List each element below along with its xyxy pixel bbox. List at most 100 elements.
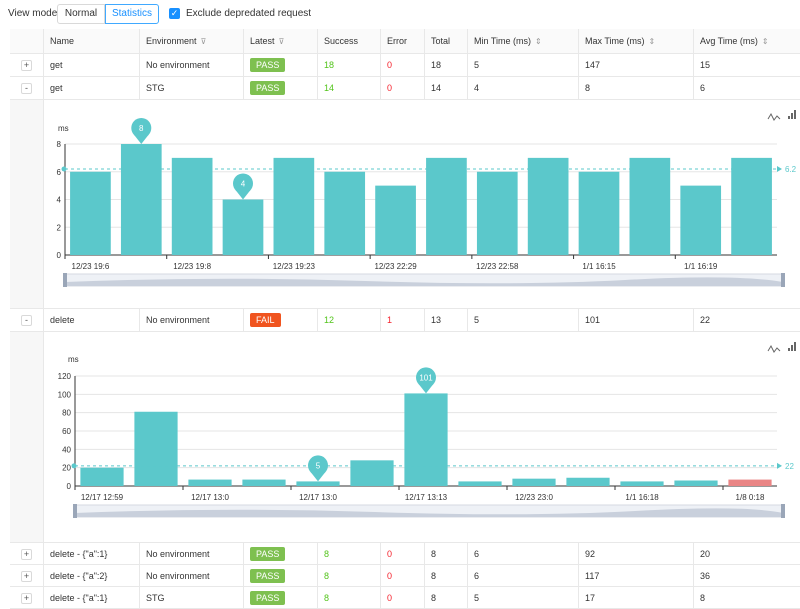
chart-bar[interactable] — [120, 144, 162, 255]
filter-icon[interactable]: ⊽ — [200, 36, 207, 46]
column-header-avg[interactable]: Avg Time (ms) ⇕ — [700, 29, 769, 53]
statistics-mode-button[interactable]: Statistics — [105, 4, 159, 24]
cell-env: No environment — [146, 54, 210, 76]
cell-env: No environment — [146, 565, 210, 586]
column-header-error: Error — [387, 29, 407, 53]
cell-avg: 8 — [700, 587, 705, 608]
chart-bar[interactable] — [566, 477, 610, 486]
cell-value: 8 — [700, 592, 706, 603]
y-tick-label: 0 — [67, 482, 72, 491]
zoom-handle-right[interactable] — [781, 273, 785, 287]
expand-row-button[interactable]: + — [21, 570, 32, 582]
chart-bar[interactable] — [188, 479, 232, 486]
column-divider — [578, 77, 579, 99]
chart-bar[interactable] — [629, 157, 671, 255]
cell-value: No environment — [146, 548, 210, 559]
chart-bar[interactable] — [70, 171, 111, 255]
chart-bar[interactable] — [324, 171, 366, 255]
expand-row-button[interactable]: + — [21, 592, 32, 604]
chart-bar[interactable] — [350, 460, 394, 486]
zoom-slider[interactable] — [64, 273, 784, 287]
exclude-deprecated-checkbox[interactable]: ✓ — [169, 8, 180, 19]
zoom-slider[interactable] — [74, 504, 784, 518]
toolbar: View mode: Normal Statistics ✓ Exclude d… — [0, 0, 800, 28]
table-row: - get STG PASS 14 0 14 4 8 6 — [10, 77, 800, 100]
y-tick-label: 40 — [62, 445, 71, 454]
status-badge: PASS — [250, 81, 286, 95]
x-tick-label: 1/1 16:15 — [582, 262, 616, 271]
column-divider — [139, 543, 140, 564]
chart-bar[interactable] — [296, 481, 340, 486]
cell-avg: 20 — [700, 543, 710, 564]
column-header-env[interactable]: Environment ⊽ — [146, 29, 206, 53]
cell-value: 5 — [474, 315, 480, 325]
cell-value: 8 — [324, 592, 330, 603]
column-header-min[interactable]: Min Time (ms) ⇕ — [474, 29, 542, 53]
sort-icon[interactable]: ⇕ — [761, 36, 769, 46]
cell-value: 0 — [387, 83, 393, 93]
sort-icon[interactable]: ⇕ — [535, 36, 542, 46]
chart-bar[interactable] — [728, 479, 772, 486]
chart-bar[interactable] — [375, 185, 416, 255]
x-tick-label: 12/23 19:23 — [273, 262, 316, 271]
chart-bar[interactable] — [222, 199, 264, 256]
column-header-name: Name — [50, 29, 74, 53]
column-divider — [380, 309, 381, 331]
cell-value: 13 — [431, 315, 442, 325]
column-divider — [693, 29, 694, 53]
chart-bar[interactable] — [273, 157, 315, 255]
chart-bar[interactable] — [242, 479, 286, 486]
cell-value: 20 — [700, 548, 711, 559]
bar-chart-icon[interactable] — [788, 110, 796, 119]
table-row: + delete - {"a":2} No environment PASS 8 0 8 6 1… — [10, 565, 800, 587]
bar-chart: ms 0 2 4 6 8 12/23 19:6 12/23 19:8 12/23 19:23 12… — [57, 110, 797, 287]
cell-error: 0 — [387, 587, 392, 608]
zoom-handle-right[interactable] — [781, 504, 785, 518]
column-divider — [380, 77, 381, 99]
x-tick-label: 12/23 19:6 — [72, 262, 110, 271]
cell-env: STG — [146, 587, 165, 608]
filter-icon[interactable]: ⊽ — [278, 36, 285, 46]
collapse-row-button[interactable]: - — [21, 315, 32, 326]
cell-success: 8 — [324, 543, 329, 564]
column-header-max[interactable]: Max Time (ms) ⇕ — [585, 29, 655, 53]
chart-bar[interactable] — [404, 393, 448, 486]
bar-chart-icon[interactable] — [788, 342, 796, 351]
cell-value: get — [50, 83, 63, 93]
average-line-arrow — [777, 462, 782, 469]
column-header-latest[interactable]: Latest ⊽ — [250, 29, 284, 53]
expand-row-button[interactable]: + — [21, 60, 32, 71]
expand-row-button[interactable]: + — [21, 548, 32, 560]
chart-bar[interactable] — [171, 157, 213, 255]
chart-bar[interactable] — [578, 171, 620, 255]
chart-bar[interactable] — [731, 157, 772, 255]
chart-bar[interactable] — [134, 411, 178, 486]
chart-bar[interactable] — [620, 481, 664, 486]
y-tick-label: 2 — [57, 223, 62, 232]
cell-value: 1 — [387, 315, 393, 325]
value-marker: 4 — [233, 173, 253, 200]
zoom-handle-left[interactable] — [63, 273, 67, 287]
zoom-handle-left[interactable] — [73, 504, 77, 518]
line-chart-icon[interactable] — [767, 344, 781, 353]
cell-max: 101 — [585, 309, 600, 331]
column-header-label: Environment — [146, 36, 197, 46]
cell-max: 92 — [585, 543, 595, 564]
collapse-row-button[interactable]: - — [21, 83, 32, 94]
chart-bar[interactable] — [458, 481, 502, 486]
cell-value: 6 — [700, 83, 706, 93]
chart-bar[interactable] — [512, 478, 556, 486]
normal-mode-button[interactable]: Normal — [57, 4, 105, 24]
sort-icon[interactable]: ⇕ — [648, 36, 656, 46]
chart-bar[interactable] — [527, 157, 569, 255]
y-axis-label: ms — [58, 124, 69, 133]
column-header-label: Name — [50, 36, 75, 46]
cell-value: 8 — [431, 570, 437, 581]
chart-bar[interactable] — [680, 185, 722, 255]
column-divider — [317, 565, 318, 586]
line-chart-icon[interactable] — [767, 112, 781, 121]
chart-bar[interactable] — [80, 467, 124, 486]
chart-bar[interactable] — [674, 480, 718, 487]
chart-bar[interactable] — [426, 157, 467, 255]
chart-bar[interactable] — [476, 171, 518, 255]
